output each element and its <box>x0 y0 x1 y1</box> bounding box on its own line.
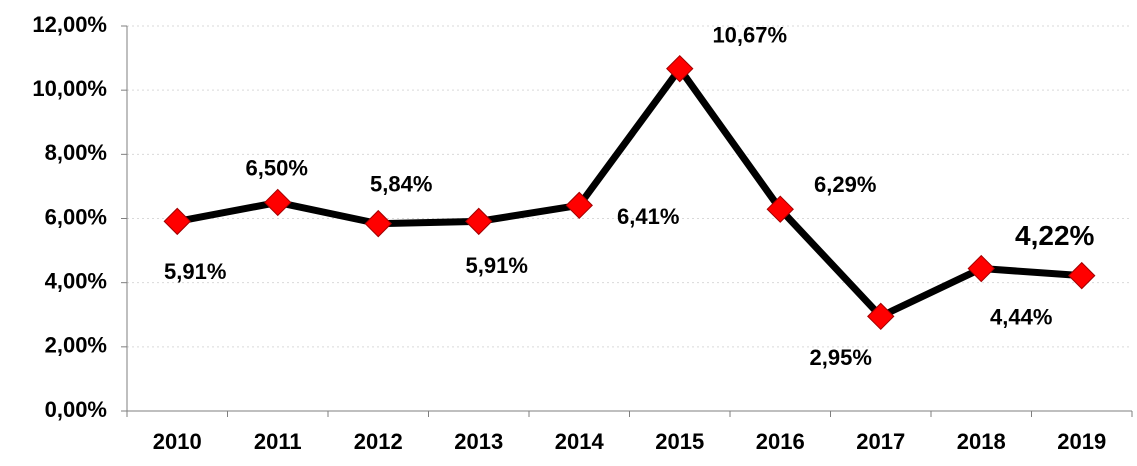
marker <box>666 54 694 83</box>
y-tick-label: 6,00% <box>45 204 107 229</box>
x-tick-label: 2016 <box>756 429 805 454</box>
y-tick-label: 0,00% <box>45 397 107 422</box>
y-tick-label: 4,00% <box>45 268 107 293</box>
data-label: 10,67% <box>712 22 787 47</box>
x-tick-label: 2017 <box>856 429 905 454</box>
x-tick-label: 2010 <box>153 429 202 454</box>
data-label: 6,41% <box>617 204 679 229</box>
data-label: 5,91% <box>466 253 528 278</box>
x-tick-label: 2019 <box>1057 429 1106 454</box>
data-label: 2,95% <box>810 345 872 370</box>
x-tick-label: 2015 <box>655 429 704 454</box>
marker <box>364 209 392 238</box>
data-label: 6,29% <box>814 172 876 197</box>
x-tick-label: 2012 <box>354 429 403 454</box>
data-label: 4,22% <box>1015 220 1094 251</box>
y-tick-label: 8,00% <box>45 140 107 165</box>
marker <box>465 207 493 236</box>
x-tick-label: 2018 <box>957 429 1006 454</box>
marker <box>766 195 794 223</box>
x-tick-label: 2013 <box>454 429 503 454</box>
data-label: 5,84% <box>370 171 432 196</box>
marker <box>967 254 995 283</box>
y-tick-label: 12,00% <box>32 12 107 37</box>
data-label: 4,44% <box>990 304 1052 329</box>
marker <box>163 207 191 236</box>
marker <box>867 302 895 331</box>
x-tick-label: 2014 <box>555 429 605 454</box>
marker <box>264 188 292 217</box>
x-tick-label: 2011 <box>254 429 302 454</box>
line <box>176 65 1082 320</box>
marker <box>565 191 593 220</box>
data-label: 6,50% <box>246 155 308 180</box>
y-tick-label: 2,00% <box>45 333 107 358</box>
y-tick-label: 10,00% <box>32 76 107 101</box>
marker <box>1068 261 1096 290</box>
data-label: 5,91% <box>164 259 226 284</box>
